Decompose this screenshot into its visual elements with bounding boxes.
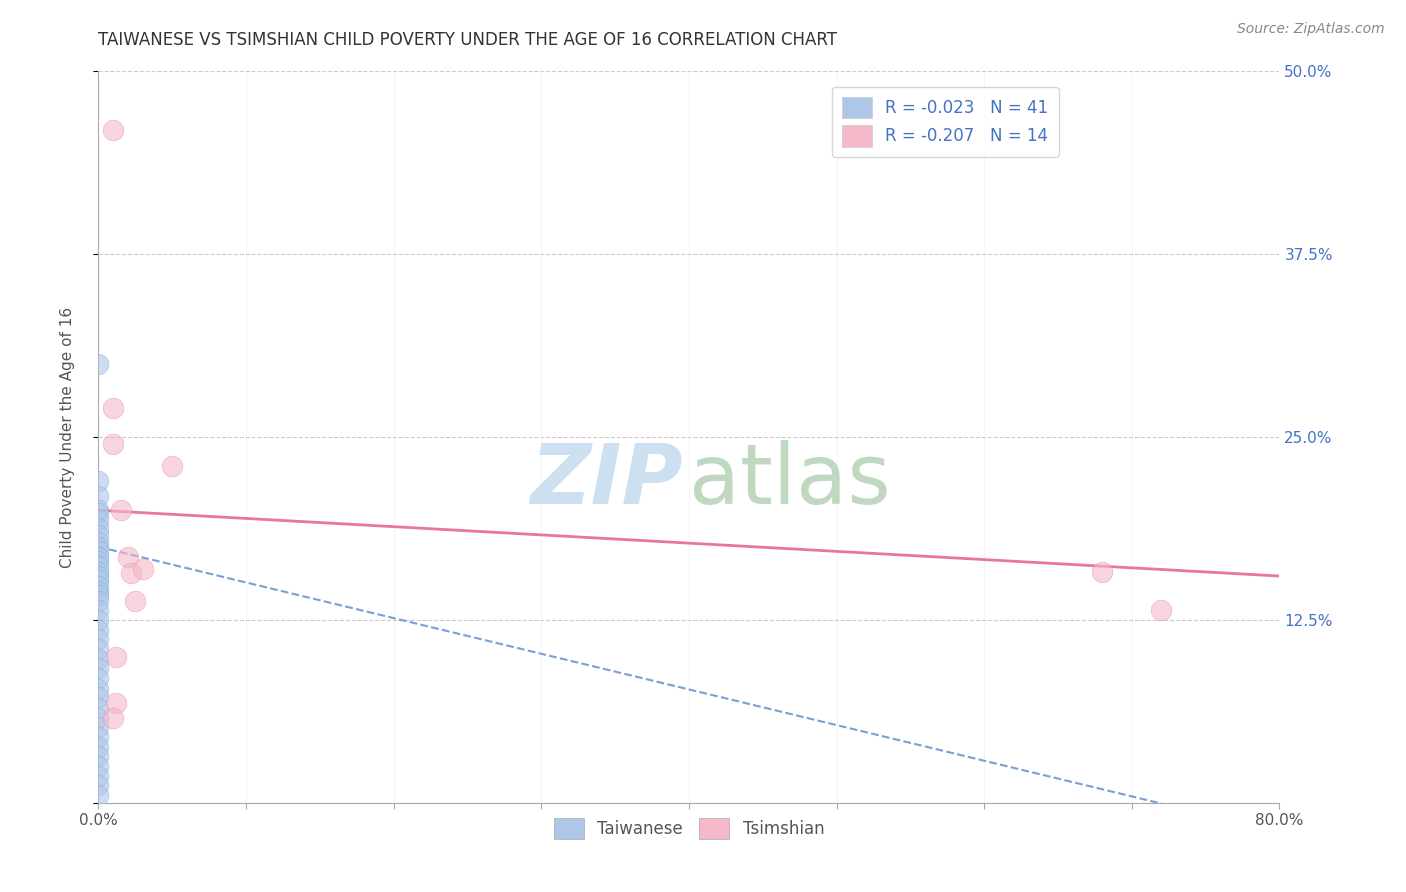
Text: ZIP: ZIP — [530, 441, 683, 522]
Point — [87, 642, 110, 657]
Point — [87, 759, 110, 773]
Point — [87, 778, 110, 792]
Point — [105, 696, 128, 710]
Point — [87, 569, 110, 583]
Point — [87, 632, 110, 646]
Point — [1150, 603, 1173, 617]
Point — [87, 672, 110, 686]
Point — [87, 503, 110, 517]
Point — [87, 579, 110, 593]
Point — [87, 749, 110, 764]
Legend: Taiwanese, Tsimshian: Taiwanese, Tsimshian — [547, 811, 831, 846]
Point — [87, 357, 110, 371]
Point — [87, 588, 110, 602]
Point — [87, 690, 110, 705]
Text: TAIWANESE VS TSIMSHIAN CHILD POVERTY UNDER THE AGE OF 16 CORRELATION CHART: TAIWANESE VS TSIMSHIAN CHILD POVERTY UND… — [98, 31, 838, 49]
Point — [87, 558, 110, 573]
Point — [87, 789, 110, 803]
Point — [87, 594, 110, 608]
Point — [162, 459, 183, 474]
Point — [117, 549, 139, 564]
Point — [87, 681, 110, 696]
Point — [87, 623, 110, 637]
Point — [103, 711, 125, 725]
Point — [87, 740, 110, 755]
Point — [87, 720, 110, 734]
Point — [87, 535, 110, 549]
Point — [103, 437, 125, 451]
Point — [87, 528, 110, 542]
Point — [87, 513, 110, 527]
Point — [87, 474, 110, 488]
Point — [87, 583, 110, 598]
Point — [105, 649, 128, 664]
Point — [1091, 565, 1114, 579]
Point — [87, 544, 110, 558]
Point — [87, 603, 110, 617]
Point — [103, 401, 125, 415]
Point — [87, 661, 110, 675]
Point — [124, 594, 146, 608]
Point — [87, 506, 110, 520]
Point — [87, 565, 110, 579]
Point — [132, 562, 155, 576]
Point — [87, 574, 110, 588]
Point — [87, 613, 110, 627]
Point — [87, 730, 110, 744]
Y-axis label: Child Poverty Under the Age of 16: Child Poverty Under the Age of 16 — [60, 307, 75, 567]
Point — [87, 711, 110, 725]
Point — [120, 566, 142, 581]
Point — [110, 503, 132, 517]
Text: Source: ZipAtlas.com: Source: ZipAtlas.com — [1237, 22, 1385, 37]
Point — [103, 123, 125, 137]
Point — [87, 521, 110, 535]
Text: atlas: atlas — [689, 441, 890, 522]
Point — [87, 489, 110, 503]
Point — [87, 540, 110, 554]
Point — [87, 769, 110, 783]
Point — [87, 700, 110, 714]
Point — [87, 652, 110, 666]
Point — [87, 554, 110, 568]
Point — [87, 549, 110, 564]
